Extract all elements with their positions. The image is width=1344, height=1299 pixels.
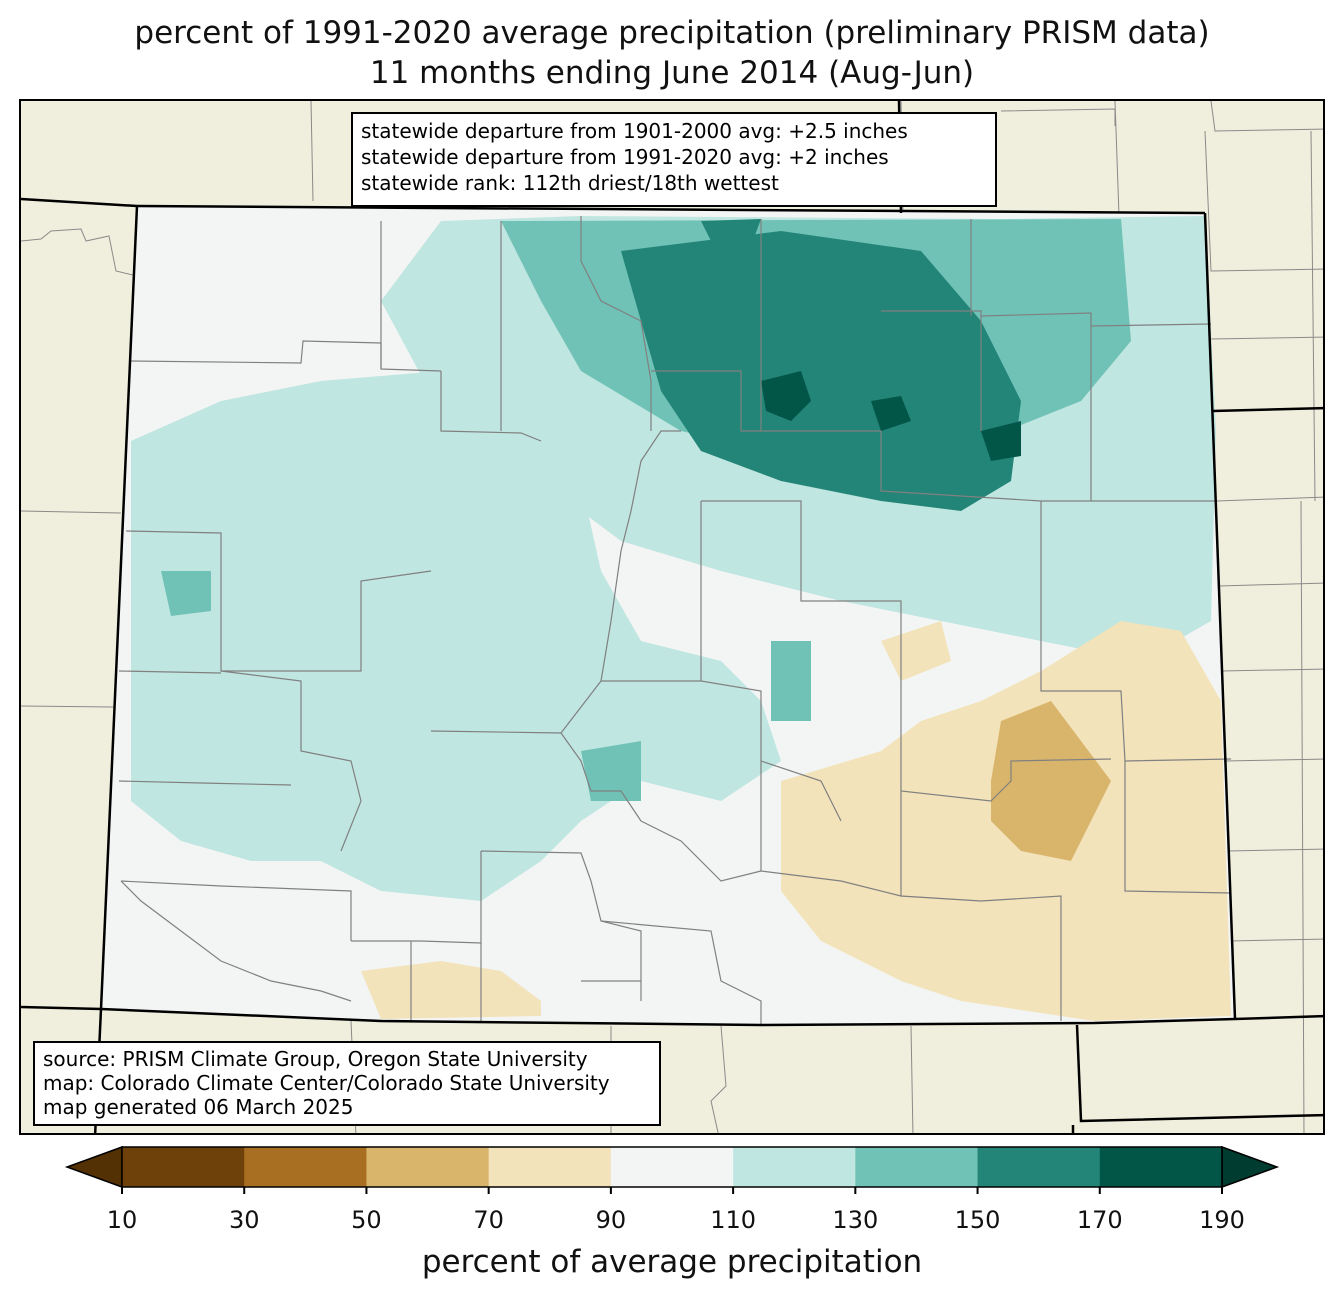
colorbar-tick-label: 190 [1199,1206,1245,1234]
precip-regions [131,216,1231,1021]
stats-departure-1901-2000: statewide departure from 1901-2000 avg: … [361,119,908,143]
statewide-stats-box: statewide departure from 1901-2000 avg: … [351,112,997,207]
colorbar-tick-label: 90 [595,1206,627,1234]
colorbar-segment [977,1147,1101,1187]
map-title-line-2: 11 months ending June 2014 (Aug-Jun) [369,55,975,91]
county-lines [118,216,1232,1025]
map-panel: statewide departure from 1901-2000 avg: … [19,99,1325,1135]
colorbar-segment [733,1147,856,1187]
source-credits-box: source: PRISM Climate Group, Oregon Stat… [33,1041,661,1126]
colorbar-under-arrow [64,1145,123,1189]
colorbar-label: percent of average precipitation [421,1244,923,1280]
map-title-line-1: percent of 1991-2020 average precipitati… [134,15,1210,51]
colorbar-segment [855,1147,979,1187]
colorbar-tick-label: 50 [351,1206,382,1234]
colorbar-segments [64,1145,1280,1189]
precipitation-map [21,101,1323,1133]
colorbar-over-arrow [1221,1145,1280,1189]
colorbar-frame [121,1146,1223,1188]
colorbar-ticks [121,1187,1223,1194]
stats-departure-1991-2020: statewide departure from 1991-2020 avg: … [361,145,889,169]
colorbar-segment [610,1147,734,1187]
stats-rank: statewide rank: 112th driest/18th wettes… [361,171,779,195]
colorbar-segment [366,1147,490,1187]
colorbar-tick-label: 10 [106,1206,138,1234]
colorbar-segment [122,1147,245,1187]
colorbar-segment [488,1147,612,1187]
colorbar-segment [244,1147,367,1187]
state-borders [21,101,1323,1133]
colorbar-tick-label: 30 [228,1206,260,1234]
colorbar-tick-label: 130 [832,1206,879,1234]
colorbar-segment [1099,1147,1223,1187]
colorbar-tick-label: 150 [954,1206,1001,1234]
map-generated-date: map generated 06 March 2025 [43,1095,354,1119]
map-credit: map: Colorado Climate Center/Colorado St… [43,1071,610,1095]
colorbar-tick-label: 170 [1076,1206,1123,1234]
colorbar-tick-label: 110 [710,1206,757,1234]
colorbar-tick-label: 70 [473,1206,504,1234]
source-credit: source: PRISM Climate Group, Oregon Stat… [43,1047,588,1071]
